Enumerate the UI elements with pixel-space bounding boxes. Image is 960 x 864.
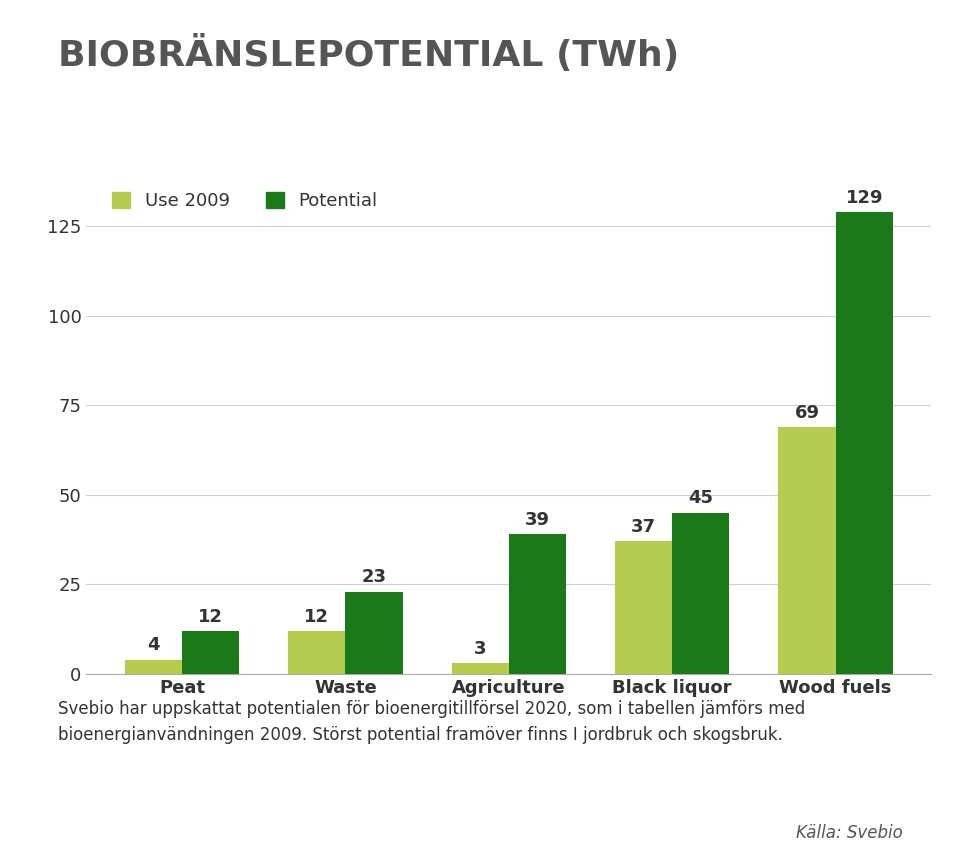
Text: 129: 129 bbox=[846, 189, 883, 206]
Bar bbox=[835, 213, 893, 674]
Bar bbox=[346, 592, 402, 674]
Text: 39: 39 bbox=[525, 511, 550, 529]
Legend: Use 2009, Potential: Use 2009, Potential bbox=[112, 192, 377, 210]
Text: Svebio har uppskattat potentialen för bioenergitillförsel 2020, som i tabellen j: Svebio har uppskattat potentialen för bi… bbox=[58, 700, 804, 744]
Text: 69: 69 bbox=[795, 403, 820, 422]
Bar bbox=[672, 513, 730, 674]
Text: Källa: Svebio: Källa: Svebio bbox=[796, 824, 902, 842]
Bar bbox=[182, 631, 239, 674]
Text: 45: 45 bbox=[688, 490, 713, 507]
Bar bbox=[451, 664, 509, 674]
Bar bbox=[509, 534, 566, 674]
Text: BIOBRÄNSLEPOTENTIAL (TWh): BIOBRÄNSLEPOTENTIAL (TWh) bbox=[58, 35, 679, 73]
Text: 4: 4 bbox=[147, 636, 159, 654]
Text: 12: 12 bbox=[198, 607, 223, 626]
Bar bbox=[779, 427, 835, 674]
Text: 37: 37 bbox=[631, 518, 656, 536]
Text: 23: 23 bbox=[362, 569, 387, 586]
Bar bbox=[615, 542, 672, 674]
Text: 3: 3 bbox=[474, 640, 487, 658]
Bar bbox=[125, 659, 182, 674]
Bar bbox=[288, 631, 346, 674]
Text: 12: 12 bbox=[304, 607, 329, 626]
